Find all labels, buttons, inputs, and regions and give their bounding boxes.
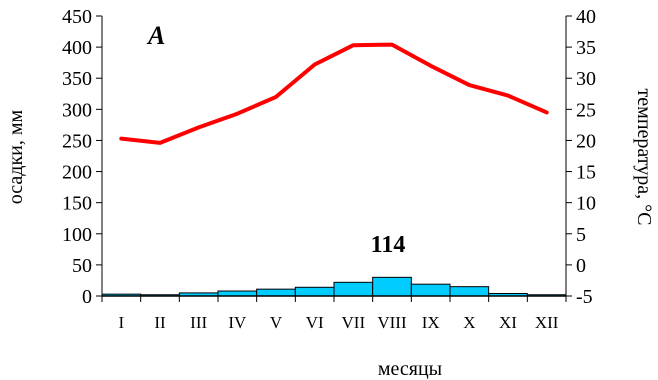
- left-tick-label: 100: [62, 224, 92, 246]
- x-tick-label-VI: VI: [306, 313, 324, 332]
- left-tick-label: 0: [82, 286, 92, 308]
- precipitation-bars: [101, 276, 567, 297]
- left-tick-label: 400: [62, 37, 92, 59]
- right-tick-labels: -5 0 5 10 15 20 25 30 35 40: [576, 6, 596, 308]
- panel-label: A: [146, 21, 165, 50]
- x-tick-label-XII: XII: [535, 313, 559, 332]
- right-tick-label: 15: [576, 162, 596, 184]
- x-tick-label-VIII: VIII: [377, 313, 407, 332]
- left-tick-label: 150: [62, 193, 92, 215]
- left-tick-label: 450: [62, 6, 92, 28]
- right-axis-title: температура, °С: [633, 89, 655, 226]
- precipitation-bar-IX: [410, 283, 451, 297]
- left-tick-label: 350: [62, 68, 92, 90]
- x-axis-title: месяцы: [378, 358, 442, 380]
- left-tick-label: 250: [62, 130, 92, 152]
- precipitation-bar-VIII: [372, 276, 412, 297]
- left-tick-label: 50: [72, 255, 92, 277]
- x-tick-label-XI: XI: [499, 313, 517, 332]
- precipitation-bar-X: [449, 286, 490, 297]
- precipitation-bar-V: [256, 288, 296, 297]
- left-tick-label: 300: [62, 99, 92, 121]
- x-tick-label-X: X: [463, 313, 475, 332]
- x-tick-label-I: I: [118, 313, 124, 332]
- x-tick-label-VII: VII: [342, 313, 366, 332]
- x-tick-label-IX: IX: [422, 313, 440, 332]
- right-tick-label: 0: [576, 255, 586, 277]
- right-tick-label: 5: [576, 224, 586, 246]
- x-tick-label-IV: IV: [228, 313, 247, 332]
- right-tick-label: 10: [576, 193, 596, 215]
- right-tick-label: 40: [576, 6, 596, 28]
- x-tick-labels: I II III IV V VI VII VIII IX X XI XII: [118, 313, 558, 332]
- left-axis-title: осадки, мм: [5, 109, 27, 204]
- precipitation-bar-VI: [294, 286, 335, 297]
- x-tick-label-V: V: [270, 313, 283, 332]
- right-tick-label: 30: [576, 68, 596, 90]
- temperature-series-line: [119, 42, 549, 145]
- precipitation-bar-VII: [333, 281, 374, 297]
- annotation-114: 114: [371, 232, 406, 258]
- x-tick-label-II: II: [154, 313, 166, 332]
- right-tick-label: -5: [576, 286, 593, 308]
- right-tick-label: 35: [576, 37, 596, 59]
- chart-axes: [96, 15, 572, 302]
- left-tick-labels: 0 50 100 150 200 250 300 350 400 450: [62, 6, 92, 308]
- temperature-line: [119, 42, 549, 145]
- left-tick-label: 200: [62, 162, 92, 184]
- x-tick-label-III: III: [190, 313, 207, 332]
- right-tick-label: 20: [576, 130, 596, 152]
- right-tick-label: 25: [576, 99, 596, 121]
